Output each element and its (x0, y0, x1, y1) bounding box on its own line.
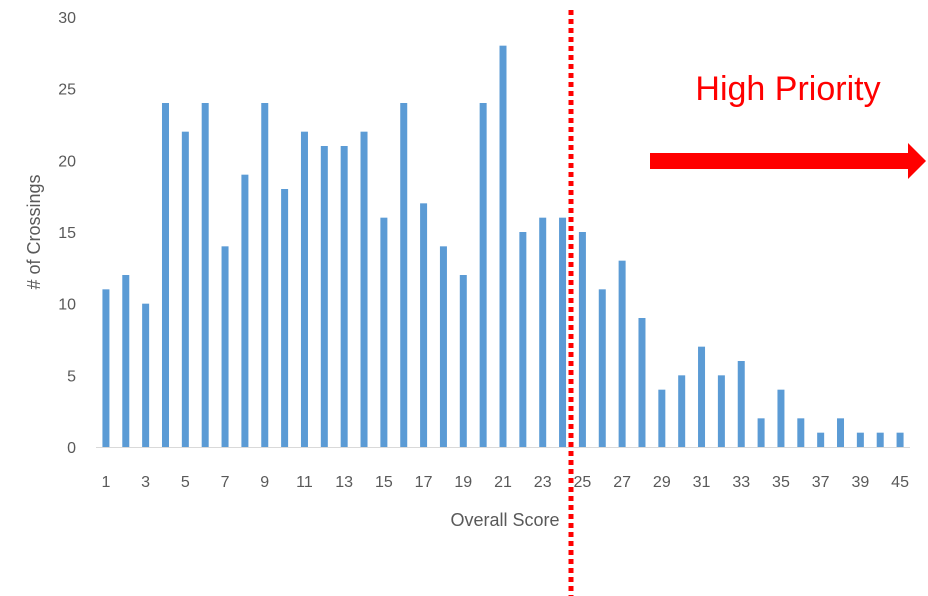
bar (618, 260, 626, 447)
bar (678, 375, 686, 447)
bar (559, 217, 567, 447)
x-tick-label: 21 (494, 474, 512, 491)
x-tick-label: 45 (891, 474, 909, 491)
bar (459, 275, 467, 447)
x-tick-label: 25 (574, 474, 592, 491)
bar (479, 103, 487, 447)
bar (122, 275, 130, 447)
bar (499, 45, 507, 448)
y-tick-label: 15 (58, 225, 76, 242)
bar (817, 432, 825, 447)
x-tick-label: 27 (613, 474, 631, 491)
high-priority-label: High Priority (695, 70, 880, 108)
bars (102, 45, 904, 448)
bar (281, 189, 289, 447)
x-tick-label: 11 (296, 474, 313, 491)
x-tick-label: 39 (851, 474, 869, 491)
y-tick-label: 20 (58, 153, 76, 170)
bar (241, 174, 249, 447)
y-tick-label: 0 (67, 440, 76, 457)
x-tick-label: 31 (693, 474, 711, 491)
bar (102, 289, 110, 447)
bar (201, 103, 209, 447)
bar (360, 131, 368, 447)
bar (777, 389, 785, 447)
bar (439, 246, 447, 447)
bar (896, 432, 904, 447)
x-tick-label: 17 (415, 474, 433, 491)
y-tick-label: 30 (58, 10, 76, 27)
y-axis-ticks: 0 5 10 15 20 25 30 (58, 10, 76, 457)
bar (698, 346, 706, 447)
bar (181, 131, 189, 447)
x-tick-label: 3 (141, 474, 150, 491)
bar (221, 246, 229, 447)
x-axis-ticks: 1 3 5 7 9 11 13 15 17 19 21 23 25 27 29 31 33 35 37 39 45 (101, 474, 909, 491)
y-axis-title: # of Crossings (24, 174, 44, 289)
bar (400, 103, 408, 447)
x-axis-title: Overall Score (450, 510, 559, 530)
bar (320, 146, 328, 447)
bar (420, 203, 428, 447)
bar (261, 103, 269, 447)
bar (717, 375, 725, 447)
bar (578, 232, 586, 447)
x-tick-label: 29 (653, 474, 671, 491)
x-tick-label: 19 (454, 474, 472, 491)
bar (161, 103, 169, 447)
x-tick-label: 9 (260, 474, 269, 491)
y-tick-label: 25 (58, 82, 76, 99)
x-tick-label: 35 (772, 474, 790, 491)
bar (380, 217, 388, 447)
bar (757, 418, 765, 447)
bar (340, 146, 348, 447)
bar (856, 432, 864, 447)
bar (519, 232, 527, 447)
bar (837, 418, 845, 447)
bar (737, 361, 745, 447)
x-tick-label: 33 (732, 474, 750, 491)
bar (300, 131, 308, 447)
bar (638, 318, 646, 447)
bar (797, 418, 805, 447)
bar (539, 217, 547, 447)
y-tick-label: 5 (67, 368, 76, 385)
x-tick-label: 37 (812, 474, 830, 491)
x-tick-label: 23 (534, 474, 552, 491)
x-tick-label: 15 (375, 474, 393, 491)
bar (658, 389, 666, 447)
bar (142, 303, 150, 447)
x-tick-label: 7 (221, 474, 230, 491)
x-tick-label: 13 (335, 474, 353, 491)
right-arrow-icon (650, 143, 926, 179)
bar (876, 432, 884, 447)
y-tick-label: 10 (58, 297, 76, 314)
bar (598, 289, 606, 447)
x-tick-label: 1 (101, 474, 110, 491)
x-tick-label: 5 (181, 474, 190, 491)
